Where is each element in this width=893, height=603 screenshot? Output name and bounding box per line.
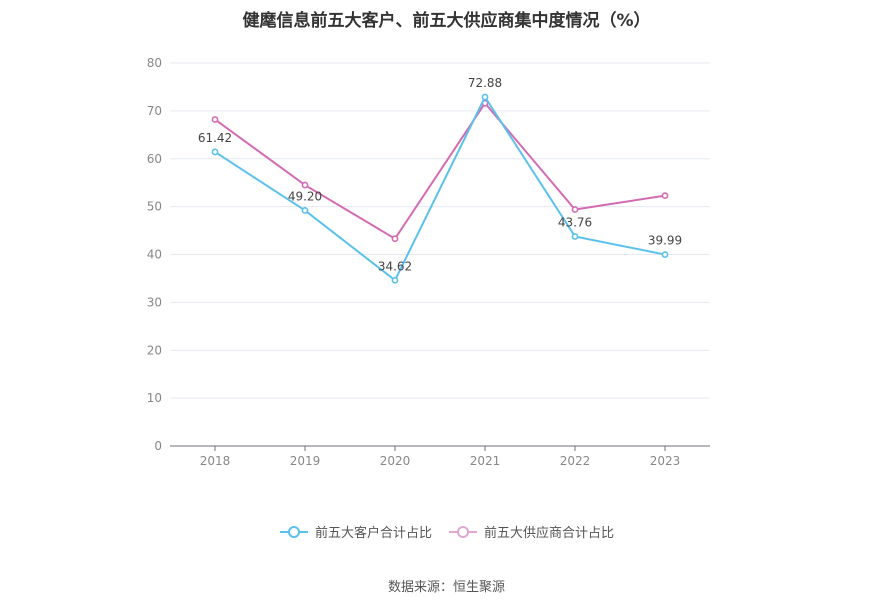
- series-2-point: [211, 116, 219, 123]
- gridlines: [170, 62, 710, 399]
- data-label: 61.42: [198, 131, 232, 145]
- series-1-point: [661, 251, 669, 258]
- data-labels: 61.42 49.20 34.62 72.88 43.76 39.99: [198, 76, 682, 273]
- series-1-point: [211, 148, 219, 156]
- y-tick-label: 20: [147, 343, 162, 357]
- legend-swatch-icon: [279, 525, 308, 538]
- series-2-point: [391, 235, 399, 243]
- axes: 0 10 20 30 40 50 60 70 80 2018 2019 2020 2021 2022 202…: [147, 56, 710, 468]
- data-label: 72.88: [468, 76, 502, 90]
- series-1-point: [571, 233, 579, 240]
- series-1-point: [391, 276, 399, 284]
- legend-item-1[interactable]: 前五大客户合计占比: [279, 522, 432, 541]
- series-line-1: [214, 95, 666, 282]
- chart-title: 健麾信息前五大客户、前五大供应商集中度情况（%）: [242, 11, 651, 31]
- legend: 前五大客户合计占比 前五大供应商合计占比: [0, 522, 893, 541]
- y-tick-label: 50: [147, 200, 162, 214]
- series-2-point: [661, 192, 669, 200]
- y-tick-label: 40: [147, 248, 162, 262]
- x-tick-label: 2020: [380, 454, 411, 468]
- series-2-point: [571, 206, 579, 213]
- data-label: 49.20: [288, 189, 322, 203]
- data-label: 43.76: [558, 215, 592, 229]
- y-tick-label: 10: [147, 391, 162, 405]
- series-2-point: [301, 181, 309, 189]
- x-tick-label: 2022: [560, 454, 591, 468]
- data-source: 数据来源：恒生聚源: [387, 580, 505, 595]
- series-1-point: [481, 93, 489, 101]
- series-line-2: [214, 101, 666, 241]
- data-label: 34.62: [378, 259, 412, 273]
- series: [211, 93, 669, 284]
- x-tick-label: 2023: [650, 454, 681, 468]
- legend-label: 前五大供应商合计占比: [484, 526, 615, 541]
- y-tick-label: 30: [147, 295, 162, 309]
- x-tick-label: 2019: [290, 454, 321, 468]
- x-tick-label: 2021: [470, 454, 501, 468]
- legend-item-2[interactable]: 前五大供应商合计占比: [448, 522, 614, 541]
- y-tick-label: 60: [147, 152, 162, 166]
- y-tick-label: 80: [147, 56, 162, 70]
- y-tick-label: 70: [147, 104, 162, 118]
- data-label: 39.99: [648, 234, 682, 248]
- legend-label: 前五大客户合计占比: [314, 526, 432, 541]
- x-tick-label: 2018: [200, 454, 231, 468]
- series-1-point: [301, 207, 309, 214]
- legend-swatch-icon: [449, 525, 477, 538]
- y-tick-label: 0: [154, 439, 162, 453]
